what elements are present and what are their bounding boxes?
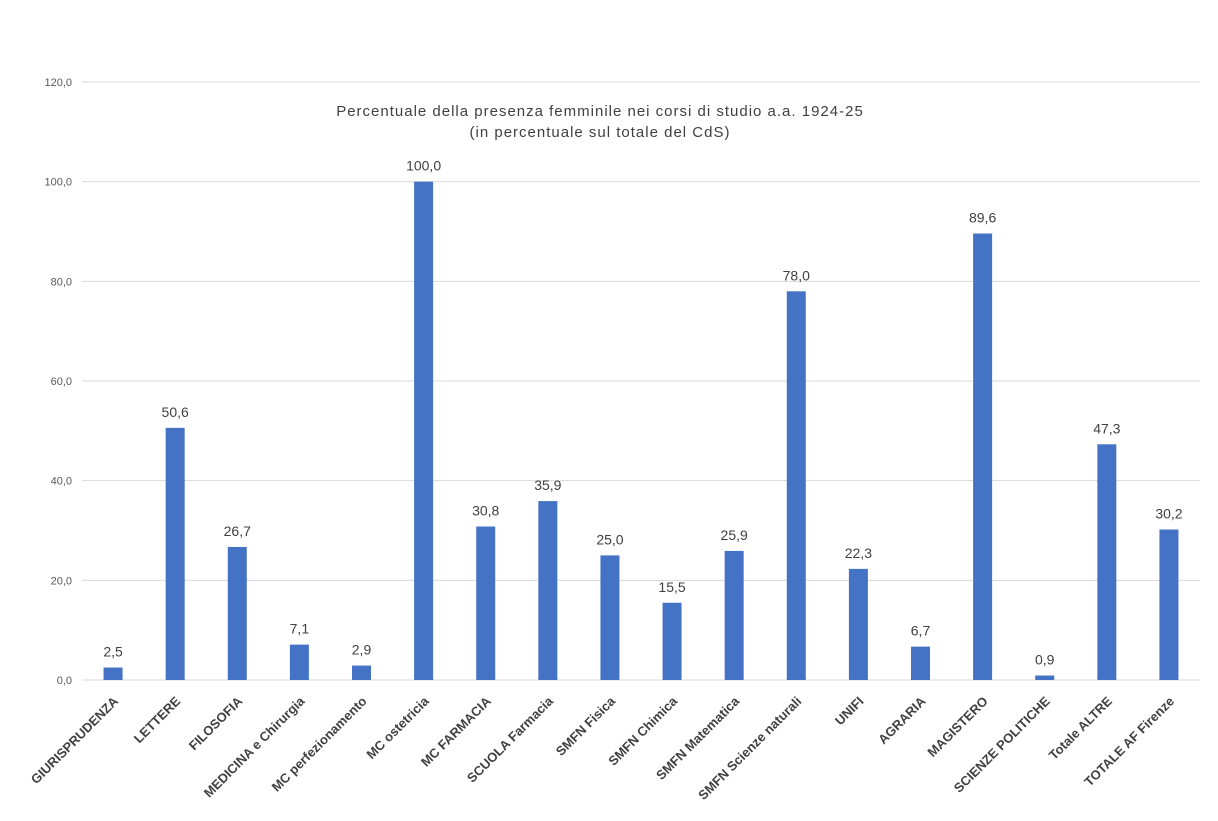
bars <box>103 181 1179 680</box>
y-axis-ticks: 0,0 20,0 40,0 60,0 80,0 100,0 120,0 <box>44 77 72 687</box>
x-tick-label: GIURISPRUDENZA <box>28 693 122 787</box>
x-tick-label: MEDICINA e Chirurgia <box>201 693 308 800</box>
data-label: 26,7 <box>224 523 251 539</box>
y-tick-label: 60,0 <box>51 376 72 388</box>
bar <box>848 568 868 680</box>
data-label: 25,9 <box>721 527 748 543</box>
bar <box>1035 675 1055 680</box>
chart-title: Percentuale della presenza femminile nei… <box>336 103 864 120</box>
data-label: 0,9 <box>1035 652 1055 668</box>
y-tick-label: 100,0 <box>44 177 72 189</box>
data-label: 78,0 <box>783 267 810 283</box>
x-tick-label: UNIFI <box>832 694 867 729</box>
bar <box>103 667 123 680</box>
x-tick-label: AGRARIA <box>875 693 929 747</box>
x-tick-label: MAGISTERO <box>924 694 990 760</box>
data-label: 89,6 <box>969 209 996 225</box>
y-tick-label: 120,0 <box>44 77 72 89</box>
bar <box>227 546 247 680</box>
bar <box>662 602 682 680</box>
data-label: 6,7 <box>911 623 931 639</box>
bar <box>352 665 371 680</box>
data-label: 7,1 <box>290 621 310 637</box>
bar <box>414 181 434 680</box>
chart-subtitle: (in percentuale sul totale del CdS) <box>470 124 731 141</box>
x-tick-label: Totale ALTRE <box>1046 693 1115 762</box>
data-label: 2,9 <box>352 642 372 658</box>
bar <box>973 233 993 680</box>
y-tick-label: 0,0 <box>57 675 72 687</box>
bar <box>786 291 806 680</box>
data-label: 35,9 <box>534 477 561 493</box>
data-label: 2,5 <box>103 644 123 660</box>
y-tick-label: 80,0 <box>51 276 72 288</box>
data-label: 30,8 <box>472 503 499 519</box>
data-label: 50,6 <box>162 404 189 420</box>
bar <box>165 427 185 680</box>
data-labels: 2,5 50,6 26,7 7,1 2,9 100,0 30,8 35,9 25,0 15,5 25… <box>103 158 1182 668</box>
y-tick-label: 40,0 <box>51 476 72 488</box>
bar <box>289 644 309 680</box>
x-tick-label: SMFN Scienze naturali <box>695 694 804 803</box>
data-label: 15,5 <box>658 579 685 595</box>
x-tick-label: MC ostetricia <box>363 693 432 762</box>
y-tick-label: 20,0 <box>51 575 72 587</box>
data-label: 30,2 <box>1155 506 1182 522</box>
x-tick-label: FILOSOFIA <box>186 693 246 753</box>
bar <box>1097 444 1117 680</box>
x-tick-label: SMFN Fisica <box>553 693 619 759</box>
bar <box>476 526 496 680</box>
bar <box>724 550 744 680</box>
gridlines <box>82 81 1200 681</box>
bar <box>1159 529 1179 680</box>
data-label: 100,0 <box>406 158 441 174</box>
bar <box>538 501 558 680</box>
data-label: 22,3 <box>845 545 872 561</box>
bar <box>911 646 930 680</box>
bar <box>600 555 620 680</box>
data-label: 47,3 <box>1093 420 1120 436</box>
x-tick-label: LETTERE <box>131 693 184 746</box>
data-label: 25,0 <box>596 531 623 547</box>
